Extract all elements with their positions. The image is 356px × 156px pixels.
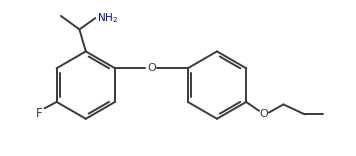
Text: O: O bbox=[147, 63, 156, 73]
Text: F: F bbox=[36, 107, 42, 120]
Text: NH$_2$: NH$_2$ bbox=[97, 11, 118, 25]
Text: O: O bbox=[260, 109, 268, 119]
